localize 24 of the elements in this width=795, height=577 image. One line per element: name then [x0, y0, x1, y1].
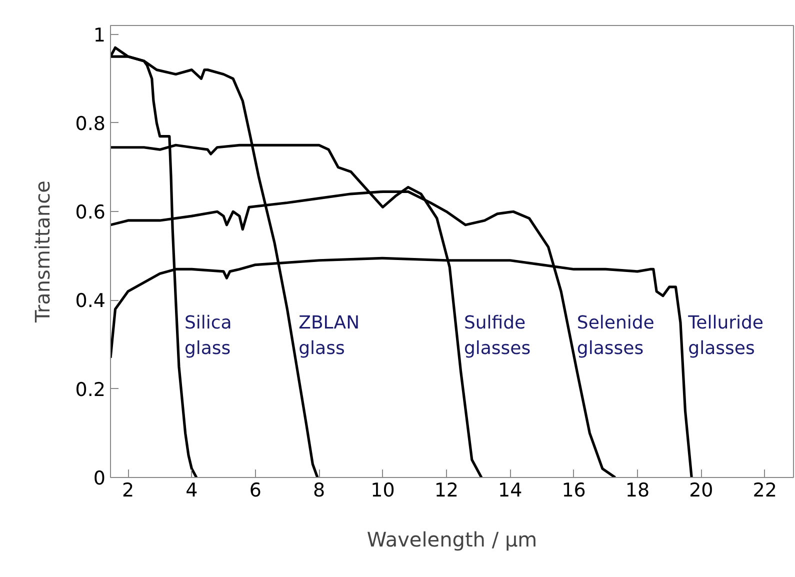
series-label: ZBLAN glass [298, 312, 360, 359]
series-label: Silica glass [184, 312, 232, 359]
series-label: Sulfide glasses [464, 312, 531, 359]
y-tick-label: 0.6 [75, 202, 106, 224]
y-tick-label: 1 [93, 24, 106, 46]
x-tick-label: 4 [186, 480, 198, 502]
x-tick-label: 16 [562, 480, 586, 502]
x-tick-label: 2 [122, 480, 134, 502]
y-tick-label: 0.4 [75, 290, 106, 312]
x-tick-label: 12 [434, 480, 459, 502]
x-tick-label: 20 [689, 480, 714, 502]
x-tick-label: 10 [370, 480, 395, 502]
x-tick-label: 8 [313, 480, 326, 502]
x-tick-label: 14 [498, 480, 522, 502]
x-tick-label: 18 [625, 480, 650, 502]
series-label: Selenide glasses [576, 312, 654, 359]
x-axis-title: Wavelength / µm [366, 528, 538, 552]
y-tick-label: 0.8 [75, 112, 106, 135]
x-tick-label: 6 [249, 480, 262, 502]
y-axis-title: Transmittance [30, 180, 54, 324]
y-tick-label: 0.2 [75, 378, 106, 401]
series-label: Telluride glasses [687, 312, 764, 359]
y-tick-label: 0 [93, 468, 106, 490]
x-tick-label: 22 [752, 480, 777, 502]
